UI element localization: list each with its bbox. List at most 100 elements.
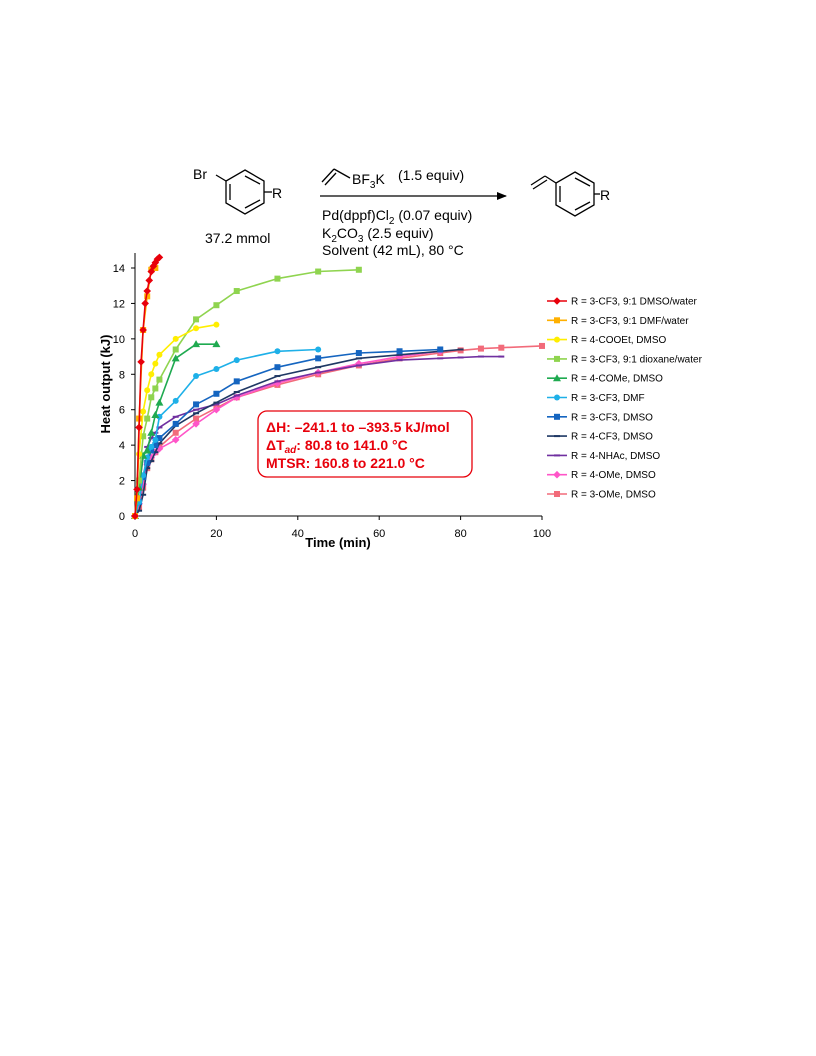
y-tick-label: 4 <box>119 440 125 452</box>
data-point <box>149 262 158 271</box>
data-point <box>193 401 200 408</box>
data-point <box>155 444 164 453</box>
legend-item: R = 4-NHAc, DMSO <box>547 451 660 462</box>
data-point <box>172 415 179 418</box>
legend-item: R = 4-COMe, DMSO <box>547 374 663 385</box>
chart: 0 2 4 6 8 10 12 14 0 20 40 60 80 100 Time (min) Heat… <box>98 253 703 550</box>
data-point <box>355 350 362 357</box>
data-point <box>152 265 159 271</box>
data-point <box>355 266 362 273</box>
series-line <box>134 269 359 517</box>
y-axis-title: Heat output (kJ) <box>98 335 113 434</box>
data-point <box>274 364 281 371</box>
legend-item: R = 3-CF3, 9:1 DMF/water <box>547 316 689 327</box>
data-point <box>213 302 220 309</box>
data-point <box>498 355 505 358</box>
legend-swatch-marker <box>553 470 561 479</box>
data-point <box>140 408 147 415</box>
data-point <box>148 447 155 454</box>
legend-swatch-marker <box>554 336 560 343</box>
legend: R = 3-CF3, 9:1 DMSO/water R = 3-CF3, 9:1 … <box>547 297 703 501</box>
reactant-r-label: R <box>272 185 282 201</box>
data-point <box>139 326 147 334</box>
data-point <box>172 420 179 427</box>
data-point <box>437 357 444 360</box>
data-point <box>315 366 322 369</box>
data-point <box>155 253 164 262</box>
data-point <box>152 431 159 434</box>
legend-swatch-marker <box>553 374 561 382</box>
legend-label: R = 3-CF3, 9:1 DMF/water <box>571 316 689 327</box>
data-point <box>477 345 484 352</box>
legend-swatch-marker <box>554 491 560 497</box>
data-point <box>171 436 180 444</box>
product-r-label: R <box>600 187 610 203</box>
vinyl-group-reagent <box>321 168 351 186</box>
data-point <box>148 394 155 401</box>
series-line <box>134 343 217 517</box>
data-point <box>193 316 200 323</box>
data-point <box>193 373 200 380</box>
data-point <box>396 359 403 362</box>
reactant-br-label: Br <box>193 166 207 182</box>
data-point <box>172 346 179 353</box>
data-point <box>151 411 160 419</box>
legend-item: R = 3-CF3, 9:1 dioxane/water <box>547 354 703 365</box>
y-ticks: 0 2 4 6 8 10 12 14 <box>113 263 135 523</box>
data-point <box>212 340 221 348</box>
legend-label: R = 4-CF3, DMSO <box>571 432 653 443</box>
data-point <box>145 276 154 285</box>
data-point <box>144 467 151 470</box>
series-layer <box>131 253 545 520</box>
data-point <box>274 375 281 378</box>
x-tick-label: 60 <box>373 528 385 540</box>
legend-label: R = 3-CF3, DMF <box>571 393 645 404</box>
data-point <box>232 393 241 402</box>
legend-label: R = 4-COMe, DMSO <box>571 374 663 385</box>
data-point <box>144 293 151 300</box>
data-point <box>155 398 164 406</box>
series-4 <box>132 266 362 519</box>
legend-item: R = 4-OMe, DMSO <box>547 470 656 481</box>
x-tick-label: 0 <box>132 528 138 540</box>
data-point <box>396 353 403 356</box>
data-point <box>172 397 179 404</box>
legend-item: R = 4-COOEt, DMSO <box>547 335 667 346</box>
data-point <box>193 412 200 415</box>
data-point <box>355 357 362 360</box>
y-tick-label: 2 <box>119 476 125 488</box>
data-point <box>148 371 155 378</box>
data-point <box>140 493 147 496</box>
legend-item: R = 3-CF3, DMF <box>547 393 645 404</box>
reagent-bf3k-label: BF3K <box>352 171 385 191</box>
annotation-line-3: MTSR: 160.8 to 221.0 °C <box>266 455 425 471</box>
y-tick-label: 6 <box>119 405 125 417</box>
data-point <box>212 405 221 414</box>
legend-label: R = 3-CF3, 9:1 dioxane/water <box>571 354 703 365</box>
data-point <box>233 391 240 393</box>
data-point <box>156 442 163 445</box>
data-point <box>137 358 145 366</box>
legend-label: R = 4-COOEt, DMSO <box>571 335 667 346</box>
legend-swatch-marker <box>554 355 560 362</box>
solvent-label: Solvent (42 mL), 80 °C <box>322 242 464 258</box>
data-point <box>152 436 159 443</box>
legend-item: R = 3-OMe, DMSO <box>547 490 656 501</box>
data-point <box>148 460 155 463</box>
data-point <box>156 435 163 442</box>
legend-label: R = 3-CF3, 9:1 DMSO/water <box>571 297 698 308</box>
legend-label: R = 3-CF3, DMSO <box>571 412 653 423</box>
annotation-line-1: ΔH: –241.1 to –393.5 kJ/mol <box>266 419 450 435</box>
data-point <box>144 459 151 466</box>
data-point <box>457 348 464 351</box>
legend-swatch-marker <box>553 297 561 305</box>
reagent-equiv-label: (1.5 equiv) <box>398 167 464 183</box>
data-point <box>171 354 180 362</box>
series-1 <box>131 253 164 520</box>
data-point <box>395 352 404 361</box>
legend-swatch-marker <box>554 413 560 420</box>
annotation-box: ΔH: –241.1 to –393.5 kJ/mol ΔTad: 80.8 t… <box>257 410 473 478</box>
data-point <box>144 415 151 422</box>
data-point <box>148 437 155 440</box>
data-point <box>143 287 152 295</box>
